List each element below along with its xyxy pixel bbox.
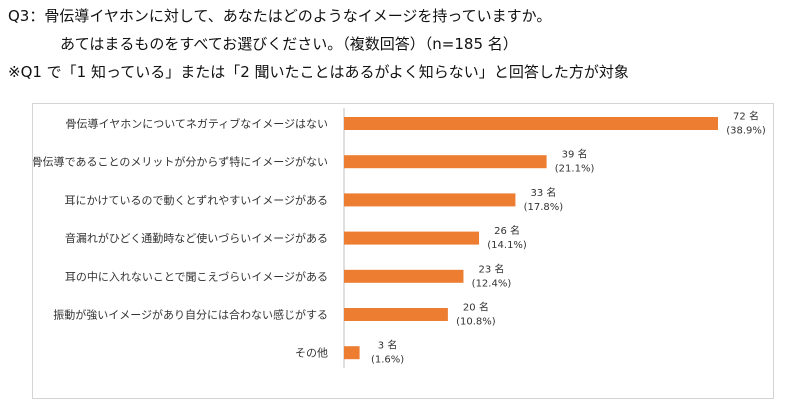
category-label: 耳にかけているので動くとずれやすいイメージがある: [65, 193, 328, 207]
percent-label: (21.1%): [555, 164, 595, 175]
value-label: 72 名: [733, 110, 759, 123]
category-label: 耳の中に入れないことで聞こえづらいイメージがある: [65, 269, 328, 283]
category-label: 骨伝導であることのメリットが分からず特にイメージがない: [33, 155, 328, 169]
percent-label: (1.6%): [371, 355, 404, 366]
bar: [344, 155, 547, 169]
bar: [344, 193, 516, 207]
category-label: 音漏れがひどく通勤時など使いづらいイメージがある: [65, 231, 328, 245]
percent-label: (14.1%): [487, 240, 527, 251]
value-label: 3 名: [378, 339, 398, 352]
category-label: 骨伝導イヤホンについてネガティブなイメージはない: [66, 117, 328, 131]
question-text-line-2: あてはまるものをすべてお選びください。（複数回答）（n=185 名）: [60, 35, 518, 53]
question-note-line: ※Q1 で「1 知っている」または「2 聞いたことはあるがよく知らない」と回答し…: [8, 63, 629, 81]
category-label: その他: [295, 347, 328, 360]
bar: [344, 308, 448, 321]
question-text-line-1: Q3：骨伝導イヤホンに対して、あなたはどのようなイメージを持っていますか。: [8, 7, 552, 25]
bar: [344, 231, 480, 245]
value-label: 39 名: [562, 148, 588, 161]
value-label: 23 名: [479, 262, 505, 275]
value-label: 20 名: [463, 301, 489, 314]
chart-frame: 骨伝導イヤホンについてネガティブなイメージはない 72 名 (38.9%) 骨伝導であ…: [32, 103, 774, 399]
value-label: 33 名: [530, 186, 556, 199]
value-label: 26 名: [494, 224, 520, 237]
bar: [344, 269, 464, 283]
percent-label: (38.9%): [726, 126, 766, 137]
bar: [344, 346, 360, 360]
bar-chart: 骨伝導イヤホンについてネガティブなイメージはない 72 名 (38.9%) 骨伝導であ…: [33, 108, 766, 369]
percent-label: (10.8%): [456, 317, 496, 328]
percent-label: (17.8%): [524, 202, 564, 213]
bar: [344, 117, 718, 130]
percent-label: (12.4%): [472, 278, 512, 289]
category-label: 振動が強いイメージがあり自分には合わない感じがする: [53, 308, 328, 322]
